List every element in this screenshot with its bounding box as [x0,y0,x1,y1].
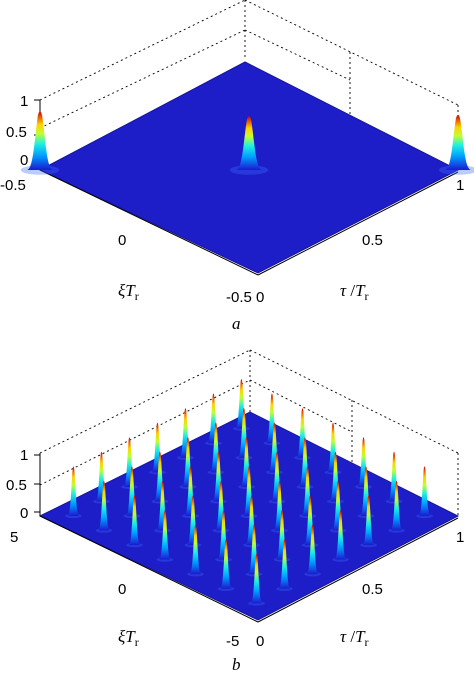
peak [444,114,472,170]
panel-b-y-label: ξTr [118,627,139,649]
peak [189,524,202,575]
panel-b-x-tick: 0 [256,633,264,650]
panel-b-y-tick: 0 [118,581,126,598]
panel-a-y-tick: 0 [118,232,126,249]
panel-b-y-tick: -5 [226,633,239,650]
peak [220,539,232,589]
peak [128,495,141,546]
panel-b-z-tick: 0 [20,505,28,522]
peak [250,553,263,604]
peak [418,466,431,516]
panel-b: 1 0.5 0 5 0 -5 0 0.5 1 ξTr τ /Tr b [6,349,464,674]
peak [235,116,263,170]
panel-a-z-tick: 0 [20,152,28,169]
peak [362,495,375,546]
peak [67,466,80,516]
peak [278,539,291,589]
panel-a-x-tick: 0 [256,289,264,306]
peak [306,524,319,575]
panel-b-y-tick: 5 [10,529,18,546]
panel-b-peaks [65,378,433,606]
peak [26,111,54,170]
peak [390,480,403,531]
panel-a-z-tick: 0.5 [6,124,27,141]
panel-a-label: a [232,314,241,333]
panel-b-z-tick: 0.5 [6,477,27,494]
panel-a-x-tick: 0.5 [362,232,383,249]
peak [98,480,110,531]
panel-b-label: b [232,655,241,674]
panel-a-y-tick: -0.5 [226,289,252,306]
panel-a: 1 0.5 0 -0.5 0 -0.5 0 0.5 1 ξTr τ /Tr a [0,0,474,333]
panel-b-x-tick: 1 [456,529,464,546]
panel-a-y-label: ξTr [118,281,139,303]
panel-a-x-tick: 1 [456,177,464,194]
panel-a-x-label: τ /Tr [340,281,369,303]
panel-a-peaks [20,111,474,175]
panel-a-y-tick: -0.5 [0,177,26,194]
panel-b-z-tick: 1 [20,447,28,464]
panel-a-z-tick: 1 [20,93,28,110]
panel-b-x-label: τ /Tr [340,627,369,649]
peak [334,510,347,560]
panel-b-x-tick: 0.5 [362,581,383,598]
peak [159,510,171,560]
panel-b-back-box [39,349,459,518]
